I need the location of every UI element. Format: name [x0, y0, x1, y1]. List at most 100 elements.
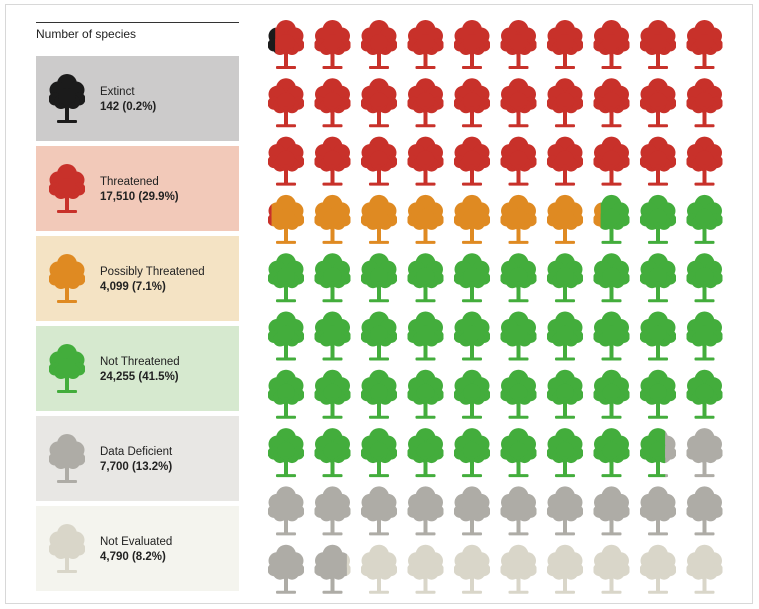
legend-header: Number of species — [36, 22, 239, 41]
tree-mark — [593, 428, 630, 478]
legend-label: Data Deficient — [100, 446, 173, 458]
tree-mark — [500, 253, 537, 303]
tree-mark — [500, 544, 537, 594]
tree-mark — [268, 136, 304, 186]
tree-mark — [640, 311, 676, 361]
tree-segment-not-evaluated — [686, 544, 723, 594]
tree-segment-possibly-threatened — [314, 194, 351, 244]
tree-mark — [593, 20, 630, 69]
tree-segment-threatened — [454, 136, 490, 186]
tree-segment-data-deficient — [593, 486, 630, 536]
tree-segment-threatened — [593, 20, 630, 69]
tree-mark — [361, 311, 397, 361]
tree-segment-not-threatened — [686, 194, 723, 244]
tree-segment-not-threatened — [640, 253, 676, 303]
tree-segment-not-threatened — [314, 311, 351, 361]
tree-mark — [454, 253, 490, 303]
tree-mark — [268, 20, 304, 69]
tree-mark — [454, 544, 490, 594]
tree-mark — [268, 194, 304, 244]
tree-segment-threatened — [407, 136, 444, 186]
tree-segment-threatened — [314, 78, 351, 128]
tree-mark — [500, 369, 537, 419]
tree-mark — [407, 253, 444, 303]
tree-mark — [593, 136, 630, 186]
tree-mark — [361, 20, 397, 69]
legend-label: Threatened — [100, 176, 159, 188]
tree-segment-not-threatened — [314, 369, 351, 419]
tree-mark — [454, 194, 490, 244]
tree-mark — [547, 428, 583, 478]
tree-segment-threatened — [500, 78, 537, 128]
legend-label: Not Threatened — [100, 356, 180, 368]
tree-mark — [268, 486, 304, 536]
legend-title: Number of species — [36, 27, 137, 41]
tree-mark — [686, 78, 723, 128]
tree-mark — [640, 136, 676, 186]
tree-segment-threatened — [547, 78, 583, 128]
tree-mark — [314, 253, 351, 303]
legend-item-possibly-threatened: Possibly Threatened 4,099 (7.1%) — [36, 236, 239, 321]
legend-count: 24,255 (41.5%) — [100, 371, 179, 383]
tree-segment-not-threatened — [314, 428, 351, 478]
tree-mark — [454, 369, 490, 419]
tree-segment-threatened — [686, 136, 723, 186]
tree-segment-data-deficient — [361, 486, 397, 536]
legend-item-data-deficient: Data Deficient 7,700 (13.2%) — [36, 416, 239, 501]
tree-segment-threatened — [686, 78, 723, 128]
tree-segment-not-threatened — [454, 369, 490, 419]
tree-segment-not-threatened — [268, 369, 304, 419]
tree-mark — [593, 78, 630, 128]
tree-mark — [314, 544, 351, 594]
tree-mark — [407, 369, 444, 419]
tree-pictogram-chart — [268, 20, 723, 594]
tree-mark — [547, 311, 583, 361]
tree-mark — [686, 486, 723, 536]
legend-label: Possibly Threatened — [100, 266, 205, 278]
tree-mark — [686, 20, 723, 69]
legend-count: 17,510 (29.9%) — [100, 191, 179, 203]
tree-mark — [454, 311, 490, 361]
tree-segment-threatened — [686, 20, 723, 69]
tree-segment-threatened — [361, 136, 397, 186]
tree-segment-not-threatened — [686, 369, 723, 419]
tree-segment-possibly-threatened — [361, 194, 397, 244]
tree-segment-not-threatened — [454, 311, 490, 361]
tree-segment-data-deficient — [314, 544, 348, 594]
tree-mark — [454, 78, 490, 128]
tree-segment-not-threatened — [500, 369, 537, 419]
tree-segment-not-evaluated — [593, 544, 630, 594]
tree-segment-possibly-threatened — [407, 194, 444, 244]
tree-segment-not-threatened — [547, 428, 583, 478]
tree-segment-threatened — [640, 20, 676, 69]
tree-segment-not-threatened — [268, 253, 304, 303]
tree-mark — [640, 253, 676, 303]
tree-segment-threatened — [361, 20, 397, 69]
tree-segment-data-deficient — [454, 486, 490, 536]
tree-segment-not-threatened — [593, 311, 630, 361]
tree-mark — [407, 544, 444, 594]
tree-mark — [314, 311, 351, 361]
tree-mark — [640, 486, 676, 536]
tree-segment-not-threatened — [547, 311, 583, 361]
tree-segment-not-threatened — [500, 428, 537, 478]
tree-segment-not-threatened — [407, 369, 444, 419]
tree-mark — [407, 428, 444, 478]
tree-segment-not-threatened — [407, 428, 444, 478]
tree-segment-not-threatened — [361, 428, 397, 478]
tree-mark — [454, 428, 490, 478]
tree-mark — [547, 544, 583, 594]
tree-mark — [407, 136, 444, 186]
tree-mark — [593, 253, 630, 303]
tree-segment-not-threatened — [686, 311, 723, 361]
tree-segment-not-threatened — [547, 369, 583, 419]
tree-mark — [686, 136, 723, 186]
legend-count: 4,099 (7.1%) — [100, 281, 166, 293]
tree-segment-not-threatened — [314, 253, 351, 303]
tree-segment-data-deficient — [500, 486, 537, 536]
tree-segment-not-evaluated — [361, 544, 397, 594]
tree-mark — [686, 194, 723, 244]
tree-mark — [407, 486, 444, 536]
tree-mark — [268, 311, 304, 361]
tree-segment-threatened — [593, 136, 630, 186]
